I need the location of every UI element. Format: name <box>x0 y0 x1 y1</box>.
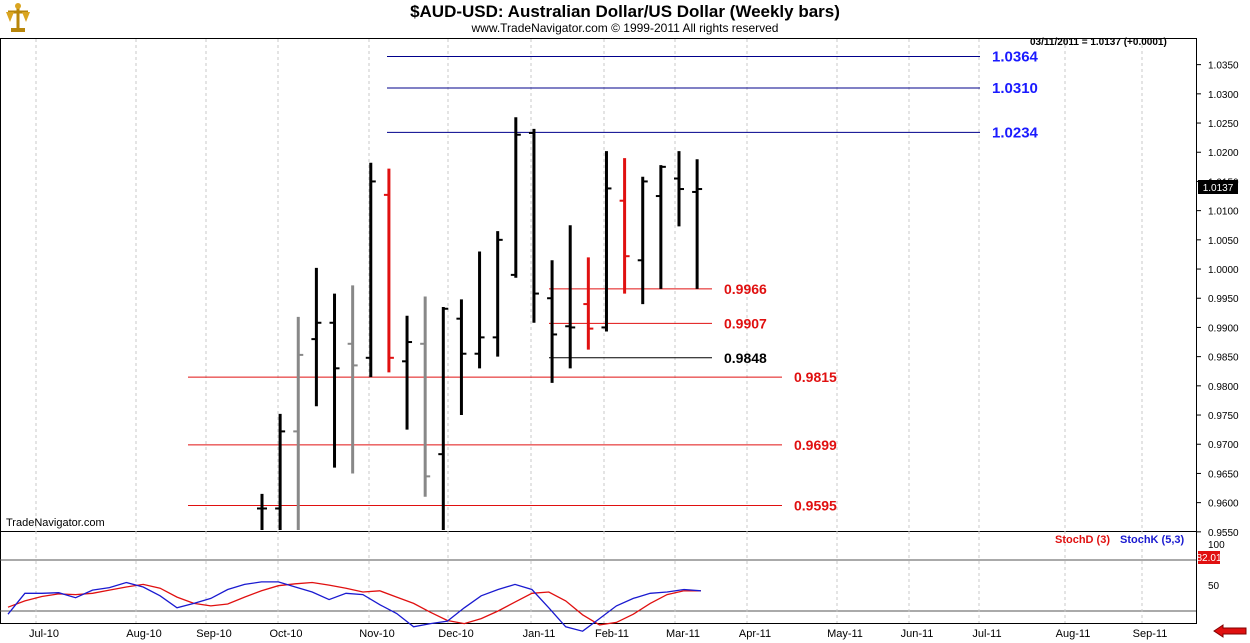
stoch-last-value: 82.01 <box>1196 553 1221 564</box>
level-label: 0.9815 <box>794 369 837 385</box>
x-tick-label: Mar-11 <box>666 628 700 640</box>
x-tick-label: Aug-11 <box>1056 628 1091 640</box>
stoch-d-line <box>7 581 701 626</box>
ohlc-bar <box>456 299 467 416</box>
ohlc-bars <box>257 117 703 530</box>
level-label: 0.9848 <box>724 350 767 366</box>
ohlc-bar <box>601 151 612 332</box>
price-axis: 0.9550 0.9600 0.9650 0.9700 0.9750 0.9800 0.98… <box>1196 61 1239 539</box>
y-tick-label: 1.0000 <box>1208 265 1239 276</box>
level-label: 1.0364 <box>992 48 1039 65</box>
x-tick-label: Oct-10 <box>269 628 302 640</box>
ohlc-bar <box>583 257 594 350</box>
x-tick-label: Apr-11 <box>739 628 771 640</box>
y-tick-label: 0.9950 <box>1208 294 1239 305</box>
ohlc-bar <box>655 165 666 289</box>
x-tick-label: Jul-10 <box>29 628 59 640</box>
y-tick-label: 0.9650 <box>1208 469 1239 480</box>
x-tick-label: May-11 <box>827 628 863 640</box>
left-arrow-icon[interactable] <box>1213 624 1247 638</box>
ohlc-bar <box>311 267 322 407</box>
quote-readout: 03/11/2011 = 1.0137 (+0.0001) <box>1030 37 1167 48</box>
ohlc-bar <box>692 159 703 289</box>
price-panel-frame <box>0 38 1197 532</box>
level-label: 0.9907 <box>724 315 767 331</box>
stoch-axis: 100 50 <box>1208 540 1225 592</box>
y-tick-label: 0.9900 <box>1208 323 1239 334</box>
ohlc-bar <box>420 296 431 497</box>
level-label: 1.0234 <box>992 124 1039 141</box>
legend-stoch-k: StochK (5,3) <box>1120 534 1185 546</box>
level-label: 1.0310 <box>992 80 1038 97</box>
y-tick-label: 0.9850 <box>1208 353 1239 364</box>
ohlc-bar <box>673 151 684 227</box>
ohlc-bar <box>402 315 413 430</box>
y-tick-label: 1.0350 <box>1208 61 1239 72</box>
y-tick-label: 0.9800 <box>1208 382 1239 393</box>
y-tick-label: 0.9550 <box>1208 528 1239 539</box>
ohlc-bar <box>492 231 503 357</box>
ohlc-bar <box>383 168 394 373</box>
chart-subtitle: www.TradeNavigator.com © 1999-2011 All r… <box>471 21 779 35</box>
stochastic-lines <box>7 581 701 632</box>
watermark: TradeNavigator.com <box>6 517 105 529</box>
legend-stoch-d: StochD (3) <box>1055 534 1110 546</box>
y-tick-label: 1.0200 <box>1208 148 1239 159</box>
x-tick-label: Jun-11 <box>901 628 934 640</box>
ohlc-bar <box>474 251 485 369</box>
x-tick-label: Nov-10 <box>359 628 394 640</box>
chart-title: $AUD-USD: Australian Dollar/US Dollar (W… <box>410 2 840 21</box>
level-label: 0.9699 <box>794 437 837 453</box>
ohlc-bar <box>619 158 630 294</box>
y-tick-label: 1.0100 <box>1208 207 1239 218</box>
y-tick-label: 0.9700 <box>1208 440 1239 451</box>
stoch-k-line <box>7 581 701 632</box>
x-tick-label: Sep-11 <box>1133 628 1168 640</box>
x-tick-label: Jul-11 <box>972 628 1001 640</box>
trade-navigator-logo-icon[interactable] <box>4 2 32 34</box>
stoch-tick-label: 100 <box>1208 540 1225 551</box>
ohlc-bar <box>547 260 558 383</box>
x-tick-label: Jan-11 <box>523 628 556 640</box>
x-tick-label: Sep-10 <box>196 628 231 640</box>
x-tick-label: Feb-11 <box>595 628 629 640</box>
ohlc-bar <box>438 307 449 530</box>
level-label: 0.9595 <box>794 498 837 514</box>
y-tick-label: 1.0300 <box>1208 90 1239 101</box>
stoch-tick-label: 50 <box>1208 581 1220 592</box>
ohlc-bar <box>637 176 648 305</box>
ohlc-bar <box>365 162 376 378</box>
y-tick-label: 1.0050 <box>1208 236 1239 247</box>
level-label: 0.9966 <box>724 281 767 297</box>
price-levels: 1.0364 1.0310 1.0234 0.9966 0.9907 0.9848 0.98… <box>188 48 1039 514</box>
ohlc-bar <box>510 117 521 278</box>
y-tick-label: 1.0250 <box>1208 119 1239 130</box>
time-axis: Jul-10 Aug-10 Sep-10 Oct-10 Nov-10 Dec-10 Jan-… <box>29 628 1167 640</box>
vertical-grid <box>35 39 1143 623</box>
y-tick-label: 0.9750 <box>1208 411 1239 422</box>
ohlc-bar <box>293 316 304 530</box>
x-tick-label: Aug-10 <box>126 628 161 640</box>
y-tick-label: 0.9600 <box>1208 499 1239 510</box>
x-tick-label: Dec-10 <box>438 628 473 640</box>
ohlc-bar <box>257 493 267 530</box>
ohlc-bar <box>275 413 286 530</box>
ohlc-bar <box>565 225 576 369</box>
ohlc-bar <box>347 285 358 474</box>
stoch-panel-frame <box>0 531 1197 624</box>
last-price-tag <box>1198 180 1238 194</box>
ohlc-bar <box>329 293 340 468</box>
stoch-last-tag <box>1198 551 1220 564</box>
last-price-label: 1.0137 <box>1203 183 1234 194</box>
ohlc-bar <box>528 128 539 323</box>
